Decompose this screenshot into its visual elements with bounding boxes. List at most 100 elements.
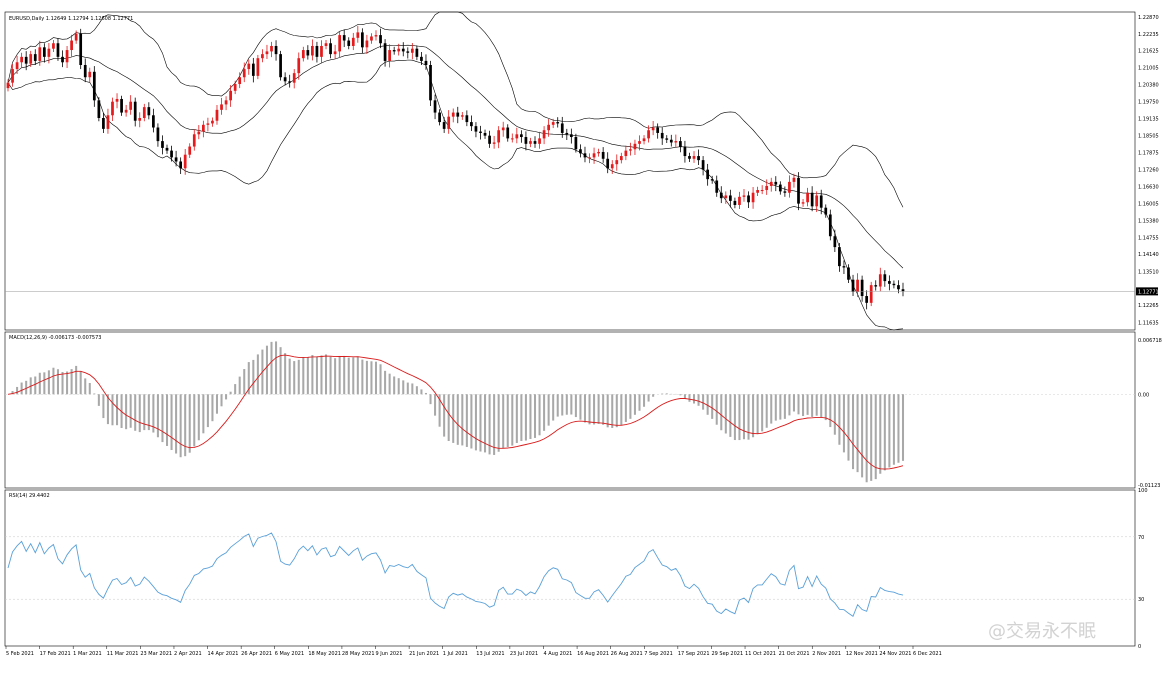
date-tick-label: 18 May 2021 — [308, 651, 341, 657]
candle-body — [624, 150, 628, 157]
candle-body — [629, 149, 632, 151]
candle-body — [638, 141, 641, 144]
candle-body — [706, 169, 710, 180]
date-tick-label: 12 Nov 2021 — [846, 651, 878, 657]
candle-body — [233, 84, 237, 91]
date-tick-label: 21 Oct 2021 — [779, 651, 810, 657]
candle-body — [769, 181, 773, 186]
candle — [274, 40, 278, 61]
price-tick-label: 1.22870 — [1138, 15, 1159, 21]
candle-body — [565, 132, 569, 135]
candle-body — [692, 156, 696, 159]
rsi-pane — [4, 489, 1136, 647]
candle-body — [79, 33, 83, 65]
candle — [479, 125, 482, 140]
symbol-header: EURUSD,Daily 1.12649 1.12794 1.12608 1.1… — [9, 16, 133, 22]
candle-body — [170, 150, 173, 158]
candle-body — [438, 112, 441, 123]
price-tick-label: 1.16630 — [1138, 184, 1159, 190]
candle — [179, 157, 183, 174]
candle-body — [220, 104, 223, 110]
candle-body — [470, 122, 473, 127]
candle — [83, 58, 87, 83]
candle-body — [747, 195, 750, 203]
candle-body — [15, 62, 19, 70]
candle — [351, 32, 355, 51]
candle-body — [788, 181, 791, 193]
candle — [533, 136, 537, 148]
date-axis: 5 Feb 2021 17 Feb 2021 1 Mar 2021 11 Mar 20… — [5, 646, 942, 657]
candle-body — [792, 177, 796, 182]
date-tick-label: 5 Feb 2021 — [6, 651, 34, 657]
candle-body — [710, 179, 714, 181]
candle-body — [224, 100, 228, 105]
candle — [460, 112, 464, 120]
candle — [401, 42, 405, 57]
candle-body — [515, 134, 519, 139]
candle-body — [52, 43, 55, 49]
price-tick-label: 1.16005 — [1138, 201, 1159, 207]
candle — [483, 129, 487, 139]
date-tick-label: 7 Sep 2021 — [644, 651, 673, 657]
candle-body — [374, 35, 378, 37]
candle — [579, 144, 582, 158]
candle-body — [24, 56, 28, 64]
candle — [247, 59, 251, 75]
candle — [842, 260, 846, 275]
candle — [756, 186, 759, 197]
candle-body — [520, 134, 523, 138]
candle — [801, 198, 805, 207]
candle-body — [883, 274, 887, 282]
candle — [719, 186, 723, 204]
candle-body — [651, 127, 655, 131]
date-tick-label: 1 Mar 2021 — [73, 651, 102, 657]
candle — [311, 39, 314, 61]
candle — [542, 126, 546, 145]
candle — [497, 126, 501, 149]
price-tick-label: 1.15380 — [1138, 218, 1159, 224]
candle — [215, 104, 219, 125]
candle-body — [433, 100, 437, 113]
candle — [374, 30, 378, 41]
candle-body — [506, 127, 510, 139]
price-tick-label: 1.21005 — [1138, 66, 1159, 72]
candle — [74, 30, 78, 44]
candle — [270, 41, 273, 58]
candle-body — [701, 160, 705, 170]
candle — [665, 135, 669, 144]
candle — [751, 187, 755, 209]
macd-header: MACD(12,26,9) -0.006173 -0.007573 — [9, 335, 101, 341]
candle — [211, 117, 214, 127]
candle-body — [56, 43, 60, 57]
candle — [815, 191, 819, 213]
candle — [306, 45, 310, 60]
candle — [338, 31, 342, 58]
candle — [510, 133, 514, 143]
price-tick-label: 1.20380 — [1138, 83, 1159, 89]
candle-body — [538, 138, 541, 144]
candle-body — [256, 58, 260, 76]
candle — [61, 50, 64, 68]
candle — [442, 117, 446, 133]
candle-body — [765, 185, 769, 191]
candle-body — [261, 54, 264, 59]
candle — [92, 66, 96, 107]
candle — [701, 156, 705, 176]
candle-body — [892, 283, 896, 286]
candle — [715, 175, 719, 197]
candle-body — [474, 126, 478, 132]
candle-body — [533, 141, 537, 144]
candle-body — [760, 190, 764, 192]
candle-body — [201, 124, 205, 132]
candle — [456, 106, 460, 124]
date-tick-label: 14 Apr 2021 — [208, 651, 239, 657]
candle — [520, 130, 523, 143]
candle-body — [297, 58, 301, 74]
candle-body — [92, 71, 96, 101]
candle — [828, 209, 832, 241]
candle-body — [665, 138, 669, 140]
candle-body — [47, 48, 51, 57]
candle — [438, 109, 441, 126]
